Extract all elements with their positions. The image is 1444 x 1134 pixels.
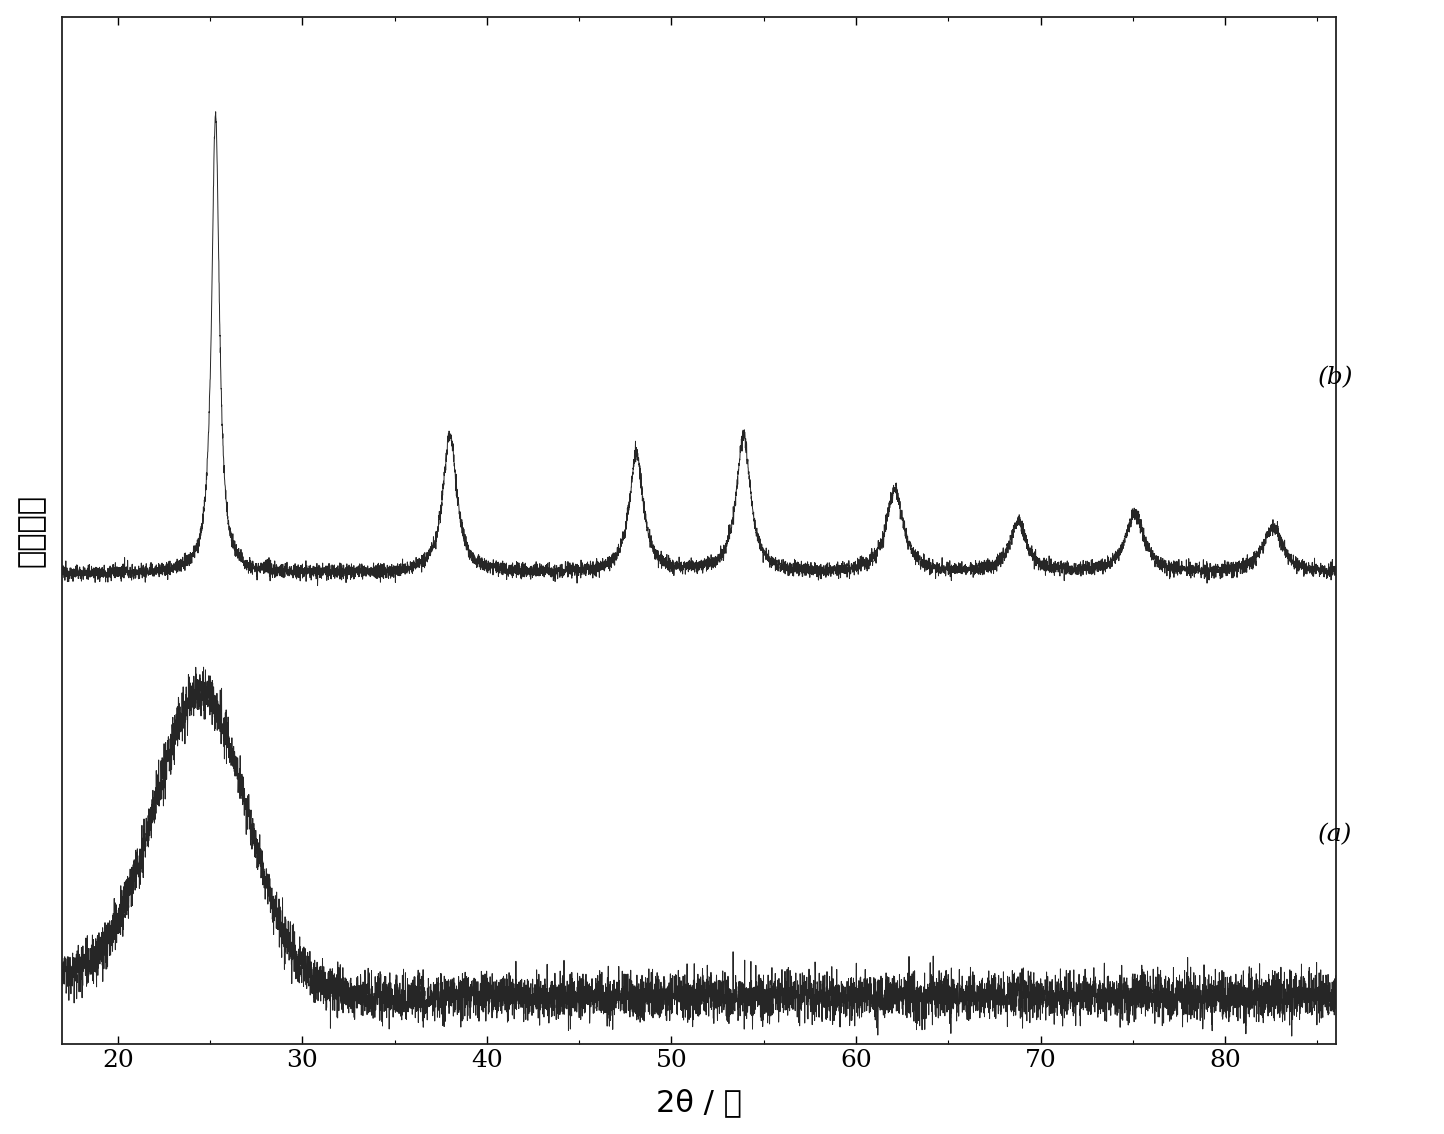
X-axis label: 2θ / 度: 2θ / 度 — [656, 1089, 742, 1117]
Text: (b): (b) — [1317, 366, 1353, 390]
Text: (a): (a) — [1317, 823, 1352, 846]
Y-axis label: 相对强度: 相对强度 — [17, 493, 46, 567]
